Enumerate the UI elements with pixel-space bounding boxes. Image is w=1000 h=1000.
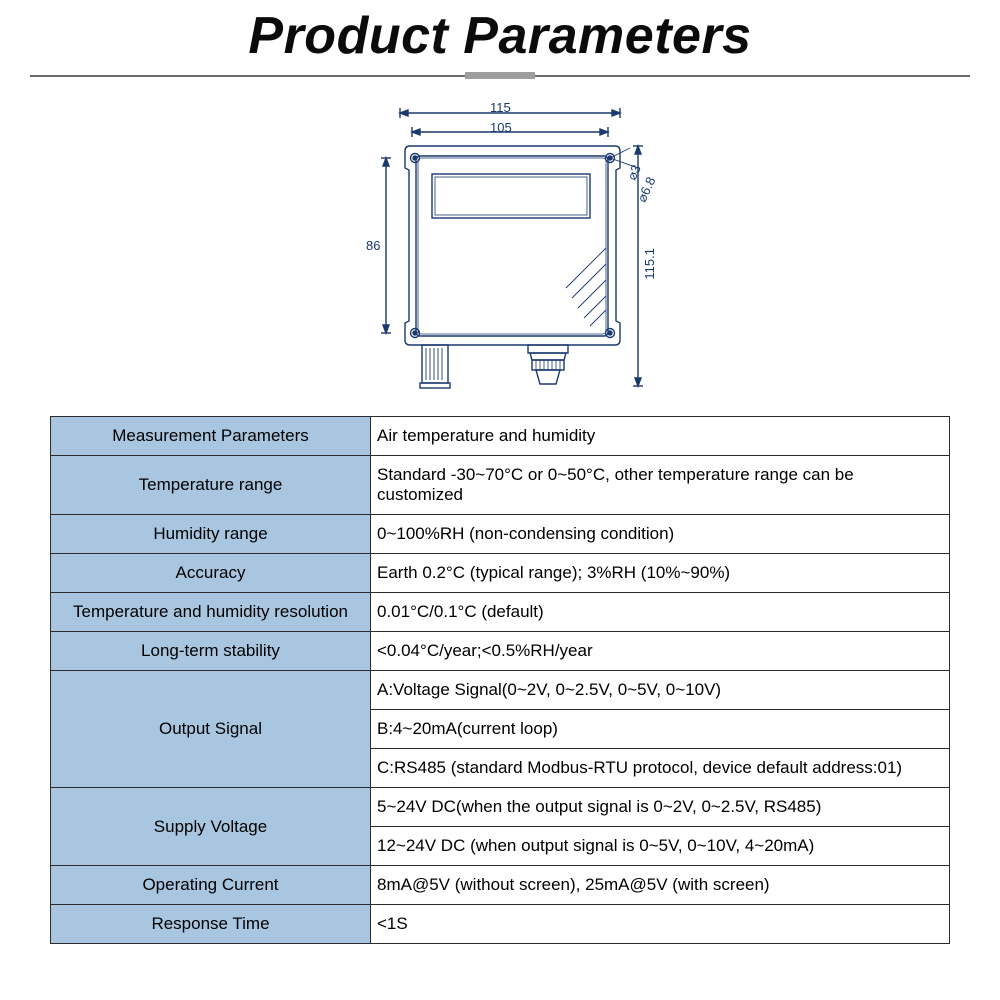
table-row: Operating Current8mA@5V (without screen)… [51,866,950,905]
table-row: Temperature and humidity resolution0.01°… [51,593,950,632]
param-label: Response Time [51,905,371,944]
table-row: Supply Voltage5~24V DC(when the output s… [51,788,950,827]
param-value: Air temperature and humidity [371,417,950,456]
param-label: Output Signal [51,671,371,788]
param-label: Long-term stability [51,632,371,671]
table-row: Response Time<1S [51,905,950,944]
table-row: Humidity range0~100%RH (non-condensing c… [51,515,950,554]
param-label: Accuracy [51,554,371,593]
page-title: Product Parameters [0,0,1000,72]
table-row: Measurement ParametersAir temperature an… [51,417,950,456]
param-value: B:4~20mA(current loop) [371,710,950,749]
param-value: A:Voltage Signal(0~2V, 0~2.5V, 0~5V, 0~1… [371,671,950,710]
param-value: 0~100%RH (non-condensing condition) [371,515,950,554]
param-value: Earth 0.2°C (typical range); 3%RH (10%~9… [371,554,950,593]
param-label: Temperature and humidity resolution [51,593,371,632]
table-row: Temperature rangeStandard -30~70°C or 0~… [51,456,950,515]
param-value: 8mA@5V (without screen), 25mA@5V (with s… [371,866,950,905]
table-row: AccuracyEarth 0.2°C (typical range); 3%R… [51,554,950,593]
rule-tab [465,72,535,79]
dim-right-overall: 115.1 [642,248,657,280]
dim-top-outer: 115 [490,100,511,115]
param-label: Measurement Parameters [51,417,371,456]
product-diagram: 115 105 86 ⌀3 ⌀6.8 115.1 [320,98,680,398]
param-value: Standard -30~70°C or 0~50°C, other tempe… [371,456,950,515]
table-row: Long-term stability<0.04°C/year;<0.5%RH/… [51,632,950,671]
param-value: C:RS485 (standard Modbus-RTU protocol, d… [371,749,950,788]
param-value: 12~24V DC (when output signal is 0~5V, 0… [371,827,950,866]
param-label: Operating Current [51,866,371,905]
title-rule [30,72,970,80]
parameters-table: Measurement ParametersAir temperature an… [50,416,950,944]
param-value: <0.04°C/year;<0.5%RH/year [371,632,950,671]
dim-top-inner: 105 [490,120,512,135]
param-label: Temperature range [51,456,371,515]
table-row: Output SignalA:Voltage Signal(0~2V, 0~2.… [51,671,950,710]
param-label: Humidity range [51,515,371,554]
param-value: 0.01°C/0.1°C (default) [371,593,950,632]
param-label: Supply Voltage [51,788,371,866]
param-value: <1S [371,905,950,944]
dim-left: 86 [366,238,380,253]
param-value: 5~24V DC(when the output signal is 0~2V,… [371,788,950,827]
